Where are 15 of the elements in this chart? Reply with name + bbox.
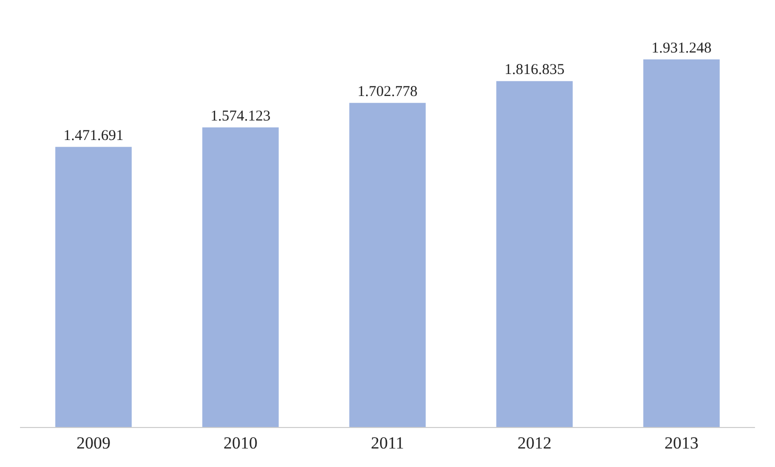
x-tick-label: 2011 <box>370 433 404 452</box>
bar <box>643 59 720 427</box>
data-label: 1.816.835 <box>504 62 564 78</box>
x-tick-label: 2009 <box>76 433 110 452</box>
bar <box>55 146 132 427</box>
data-label: 1.931.248 <box>652 40 712 56</box>
bar <box>202 127 279 427</box>
bar <box>349 102 426 427</box>
x-tick-label: 2013 <box>664 433 698 452</box>
data-label: 1.471.691 <box>64 128 124 144</box>
x-tick-label: 2010 <box>224 433 258 452</box>
x-tick-label: 2012 <box>518 433 552 452</box>
data-label: 1.702.778 <box>358 84 418 100</box>
bar <box>496 81 573 427</box>
data-label: 1.574.123 <box>210 108 270 124</box>
